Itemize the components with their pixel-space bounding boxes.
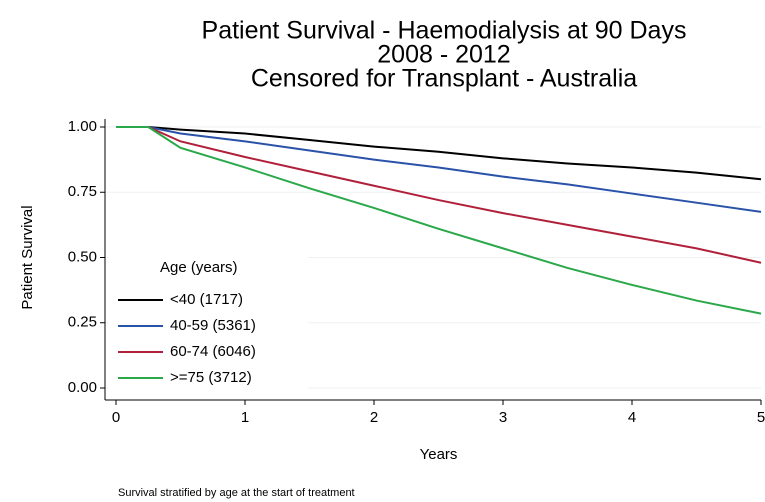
legend-label: 60-74 (6046) [170,343,256,360]
note: Survival stratified by age at the start … [118,487,355,499]
survival-line [116,126,762,181]
x-tick-label: 1 [241,409,249,426]
x-axis-label: Years [420,446,458,463]
survival-line [116,126,762,315]
legend-box [108,252,308,392]
legend-label: <40 (1717) [170,291,243,308]
y-tick-label: 0.25 [68,314,97,331]
x-tick-label: 0 [112,409,120,426]
x-tick-label: 2 [370,409,378,426]
legend-title: Age (years) [160,259,238,276]
y-tick-label: 0.75 [68,183,97,200]
chart-title: Censored for Transplant - Australia [251,65,637,93]
legend-label: 40-59 (5361) [170,317,256,334]
chart-title: 2008 - 2012 [377,41,510,69]
x-tick-label: 3 [499,409,507,426]
x-tick-label: 5 [757,409,765,426]
y-tick-label: 1.00 [68,118,97,135]
y-tick-label: 0.00 [68,379,97,396]
legend-label: >=75 (3712) [170,369,252,386]
y-tick-label: 0.50 [68,248,97,265]
survival-line [116,126,762,264]
survival-line [116,126,762,213]
chart-title: Patient Survival - Haemodialysis at 90 D… [202,17,687,45]
y-axis-label: Patient Survival [19,205,36,309]
x-tick-label: 4 [628,409,636,426]
